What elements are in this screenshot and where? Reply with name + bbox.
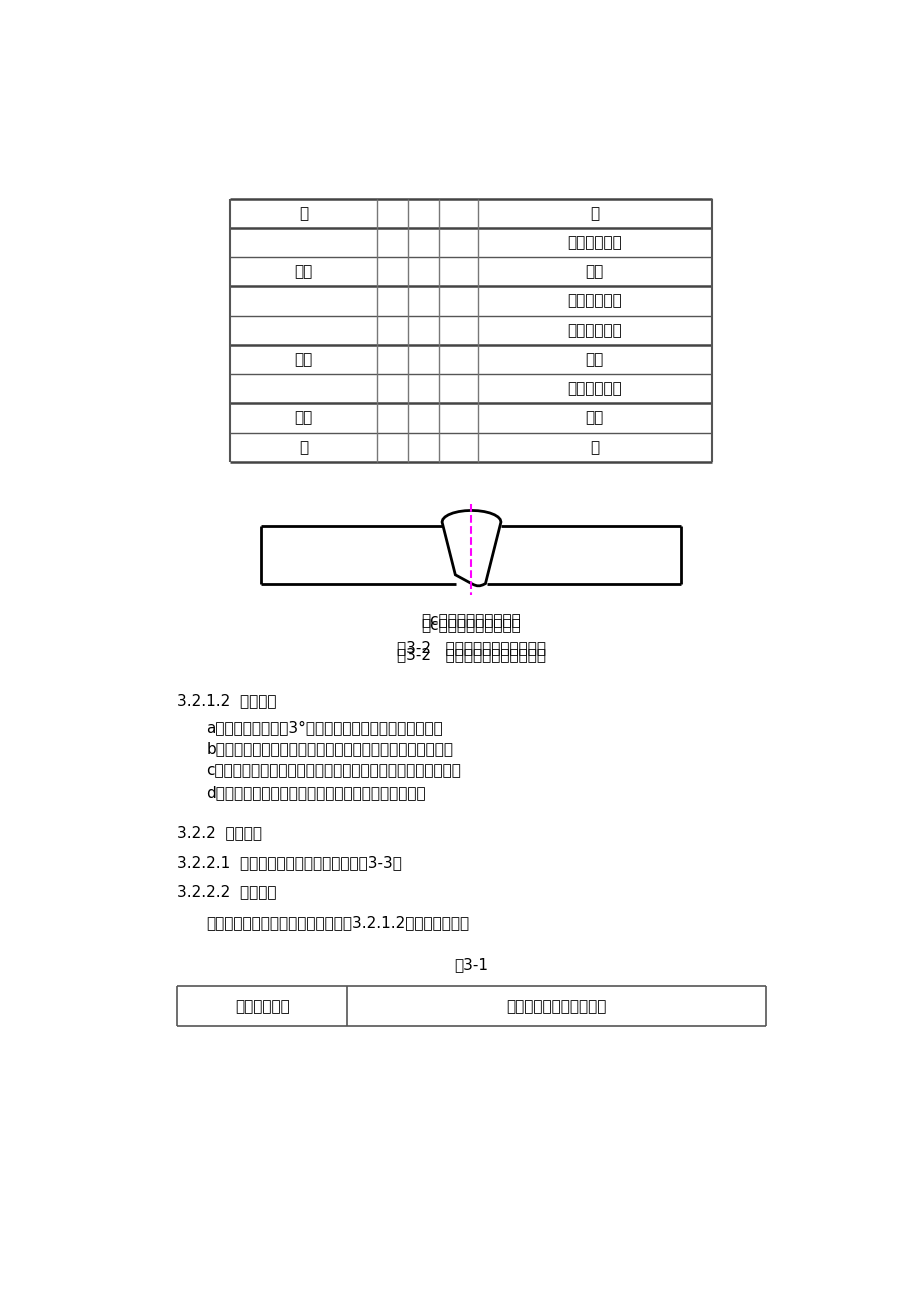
Text: 纵向背弯试样: 纵向背弯试样 <box>567 381 621 396</box>
Text: 舍: 舍 <box>299 440 308 454</box>
Text: 试样的类别和数量（个）: 试样的类别和数量（个） <box>506 999 607 1014</box>
Text: 3.2.1.2  试样要求: 3.2.1.2 试样要求 <box>176 693 277 708</box>
Text: a）试件角变形超过3°时，应在无损检测前进行冷校平。: a）试件角变形超过3°时，应在无损检测前进行冷校平。 <box>206 720 443 736</box>
Text: 弃: 弃 <box>589 440 598 454</box>
Text: 3.2.2  管材取样: 3.2.2 管材取样 <box>176 825 262 841</box>
Text: 拉伸: 拉伸 <box>294 264 312 279</box>
Text: c）力学性能试样应以机械法去除焊缝余高，使之与母材平齐。: c）力学性能试样应以机械法去除焊缝余高，使之与母材平齐。 <box>206 763 460 779</box>
Text: 管材对接焊缝的试样要求按本规程的3.2.1.2条之规定进行。: 管材对接焊缝的试样要求按本规程的3.2.1.2条之规定进行。 <box>206 915 469 930</box>
Text: 试样: 试样 <box>585 410 603 426</box>
Polygon shape <box>441 510 501 586</box>
Text: 试样: 试样 <box>585 264 603 279</box>
Text: 图3-2   板材取样位置图（续完）: 图3-2 板材取样位置图（续完） <box>397 641 545 655</box>
Text: （c）取纵向弯曲试样时: （c）取纵向弯曲试样时 <box>421 613 521 629</box>
Text: （c）取纵向弯曲试样时: （c）取纵向弯曲试样时 <box>421 618 521 634</box>
Text: 冲击: 冲击 <box>294 410 312 426</box>
Text: d）应在试样端头和剩余试件的先焊面打上钢印标记。: d）应在试样端头和剩余试件的先焊面打上钢印标记。 <box>206 785 425 799</box>
Text: 拉伸: 拉伸 <box>294 352 312 367</box>
Text: 3.2.2.1  管材对接焊缝试件取样位置见图3-3。: 3.2.2.1 管材对接焊缝试件取样位置见图3-3。 <box>176 855 402 870</box>
Text: 表3-1: 表3-1 <box>454 957 488 973</box>
Text: 舍: 舍 <box>299 206 308 221</box>
Text: 图3-2   板材取样位置图（续完）: 图3-2 板材取样位置图（续完） <box>397 647 545 661</box>
Text: 试样: 试样 <box>585 352 603 367</box>
Text: 试件母材厚度: 试件母材厚度 <box>234 999 289 1014</box>
Text: 纵向面弯试样: 纵向面弯试样 <box>567 323 621 337</box>
Text: 纵向面弯试样: 纵向面弯试样 <box>567 234 621 250</box>
Text: 纵向背弯试样: 纵向背弯试样 <box>567 293 621 309</box>
Text: 弃: 弃 <box>589 206 598 221</box>
Text: b）试件经外观检查和无损检测合格后，允许避开缺陷取样。: b）试件经外观检查和无损检测合格后，允许避开缺陷取样。 <box>206 742 453 756</box>
Text: 3.2.2.2  试样要求: 3.2.2.2 试样要求 <box>176 884 277 900</box>
